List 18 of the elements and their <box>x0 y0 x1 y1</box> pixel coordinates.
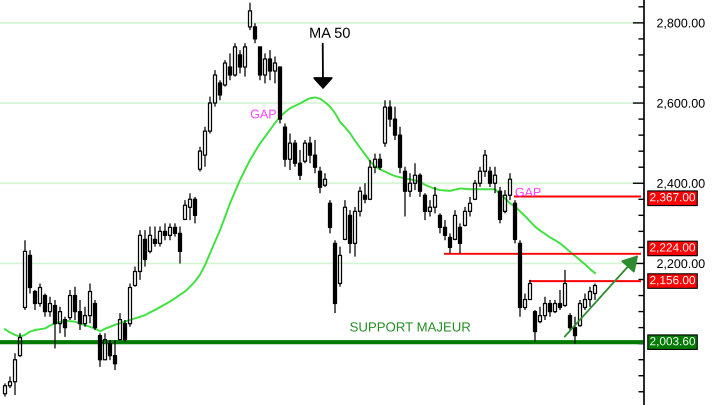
line-series <box>4 96 596 338</box>
annotation: GAP <box>250 110 276 118</box>
candlestick <box>328 199 332 234</box>
candlestick <box>572 316 578 344</box>
candlestick <box>512 199 518 244</box>
annotation: SUPPORT MAJEUR <box>350 322 470 332</box>
candlestick <box>568 312 572 331</box>
y-tick-label: 2,600.00 <box>657 98 705 110</box>
annotation: GAP <box>516 188 541 197</box>
annotation: MA 50 <box>310 28 350 38</box>
y-tick-label: 2,200.00 <box>657 259 705 270</box>
y-tick-label: 2,400.00 <box>657 179 705 190</box>
y-tick-label: 2,800.00 <box>657 18 705 29</box>
candlestick <box>18 332 22 358</box>
series-label: 2,367.00 <box>650 193 696 203</box>
series-label: 2,156.00 <box>650 276 696 286</box>
series-label: 2,224.00 <box>650 243 696 254</box>
ref-line-label: 2,003.60 <box>650 337 696 347</box>
